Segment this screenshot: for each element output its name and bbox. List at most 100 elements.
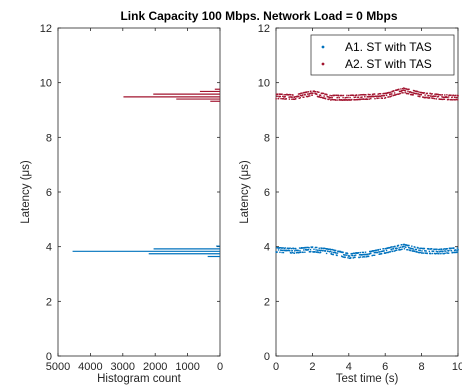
timeseries-point-series-2: [275, 93, 278, 95]
histogram-ytick-label: 10: [40, 78, 52, 90]
timeseries-point-series-1: [290, 252, 292, 254]
timeseries-point-series-2: [367, 95, 369, 98]
timeseries-point-series-1: [444, 250, 446, 252]
timeseries-point-series-2: [373, 93, 375, 95]
timeseries-points: [275, 87, 459, 260]
timeseries-point-series-1: [324, 247, 326, 250]
timeseries-point-series-1: [298, 247, 301, 249]
timeseries-point-series-1: [398, 247, 400, 249]
timeseries-point-series-2: [451, 99, 454, 101]
timeseries-point-series-1: [331, 251, 333, 253]
timeseries-point-series-1: [453, 247, 455, 249]
timeseries-point-series-1: [378, 251, 381, 253]
timeseries-point-series-1: [385, 249, 388, 252]
timeseries-point-series-1: [438, 251, 441, 253]
timeseries-point-series-1: [297, 249, 299, 252]
timeseries-point-series-2: [433, 95, 435, 98]
timeseries-point-series-2: [396, 93, 399, 95]
timeseries-point-series-2: [370, 97, 372, 100]
timeseries-point-series-1: [407, 244, 410, 247]
timeseries-point-series-1: [376, 251, 379, 254]
timeseries-point-series-1: [334, 251, 337, 254]
timeseries-point-series-1: [387, 247, 390, 249]
timeseries-point-series-2: [378, 95, 381, 97]
timeseries-point-series-2: [308, 95, 310, 97]
timeseries-point-series-1: [315, 249, 317, 251]
timeseries-point-series-1: [403, 243, 405, 246]
timeseries-point-series-2: [326, 95, 329, 98]
timeseries-point-series-2: [434, 95, 437, 97]
timeseries-ytick-label: 4: [264, 242, 270, 254]
timeseries-point-series-1: [281, 249, 284, 252]
timeseries-point-series-1: [451, 247, 453, 249]
timeseries-point-series-2: [438, 94, 440, 96]
timeseries-point-series-2: [314, 92, 316, 95]
timeseries-point-series-2: [377, 95, 379, 97]
timeseries-point-series-1: [277, 249, 280, 251]
legend-label-a2: A2. ST with TAS: [345, 57, 432, 71]
timeseries-point-series-1: [340, 251, 343, 253]
timeseries-point-series-1: [387, 251, 390, 253]
timeseries-point-series-2: [364, 98, 367, 100]
timeseries-point-series-1: [420, 252, 423, 254]
timeseries-point-series-1: [352, 252, 355, 254]
timeseries-point-series-2: [377, 93, 379, 95]
timeseries-point-series-1: [354, 252, 357, 254]
timeseries-point-series-1: [380, 250, 382, 253]
timeseries-point-series-2: [391, 93, 393, 95]
timeseries-point-series-2: [422, 92, 425, 94]
timeseries-xtick-label: 6: [382, 361, 388, 373]
timeseries-point-series-1: [415, 248, 418, 251]
timeseries-xtick-label: 10: [452, 361, 462, 373]
timeseries-point-series-2: [360, 94, 363, 96]
timeseries-point-series-2: [412, 89, 415, 92]
timeseries-point-series-2: [338, 94, 340, 97]
timeseries-point-series-2: [419, 95, 421, 98]
timeseries-point-series-2: [356, 94, 358, 96]
histogram-xtick-label: 1000: [175, 361, 199, 373]
timeseries-point-series-1: [421, 252, 424, 254]
timeseries-point-series-1: [442, 250, 444, 252]
timeseries-point-series-1: [440, 250, 442, 252]
timeseries-point-series-2: [310, 90, 312, 92]
timeseries-point-series-1: [433, 248, 435, 251]
timeseries-point-series-2: [393, 94, 395, 96]
timeseries-point-series-2: [290, 96, 293, 98]
timeseries-point-series-1: [324, 250, 327, 252]
timeseries-point-series-1: [332, 249, 334, 251]
timeseries-point-series-1: [309, 248, 312, 251]
timeseries-point-series-1: [286, 249, 288, 252]
timeseries-point-series-1: [301, 251, 304, 253]
timeseries-point-series-2: [453, 99, 455, 101]
timeseries-point-series-2: [313, 90, 316, 93]
timeseries-point-series-1: [342, 251, 344, 254]
timeseries-xtick-label: 0: [273, 361, 279, 373]
timeseries-point-series-1: [396, 249, 398, 252]
timeseries-point-series-2: [304, 94, 306, 96]
timeseries-point-series-2: [386, 92, 389, 94]
timeseries-point-series-1: [365, 253, 367, 256]
timeseries-point-series-2: [407, 88, 410, 90]
timeseries-point-series-2: [454, 99, 456, 101]
timeseries-point-series-2: [285, 98, 287, 100]
timeseries-point-series-2: [445, 96, 448, 98]
timeseries-point-series-1: [361, 251, 364, 254]
timeseries-point-series-2: [367, 96, 370, 98]
timeseries-point-series-1: [452, 251, 454, 254]
timeseries-point-series-1: [365, 256, 368, 258]
timeseries-point-series-2: [367, 93, 370, 96]
timeseries-point-series-1: [307, 249, 310, 251]
timeseries-point-series-2: [358, 94, 360, 96]
timeseries-point-series-2: [361, 96, 363, 98]
timeseries-point-series-2: [357, 96, 360, 98]
timeseries-point-series-1: [421, 250, 423, 252]
timeseries-point-series-1: [320, 247, 322, 249]
timeseries-point-series-1: [319, 249, 321, 252]
timeseries-point-series-2: [427, 97, 430, 99]
timeseries-point-series-2: [288, 94, 290, 96]
timeseries-point-series-2: [282, 95, 284, 98]
timeseries-point-series-1: [299, 249, 301, 252]
timeseries-point-series-1: [282, 251, 285, 254]
timeseries-point-series-1: [284, 247, 286, 249]
timeseries-point-series-1: [330, 253, 333, 255]
